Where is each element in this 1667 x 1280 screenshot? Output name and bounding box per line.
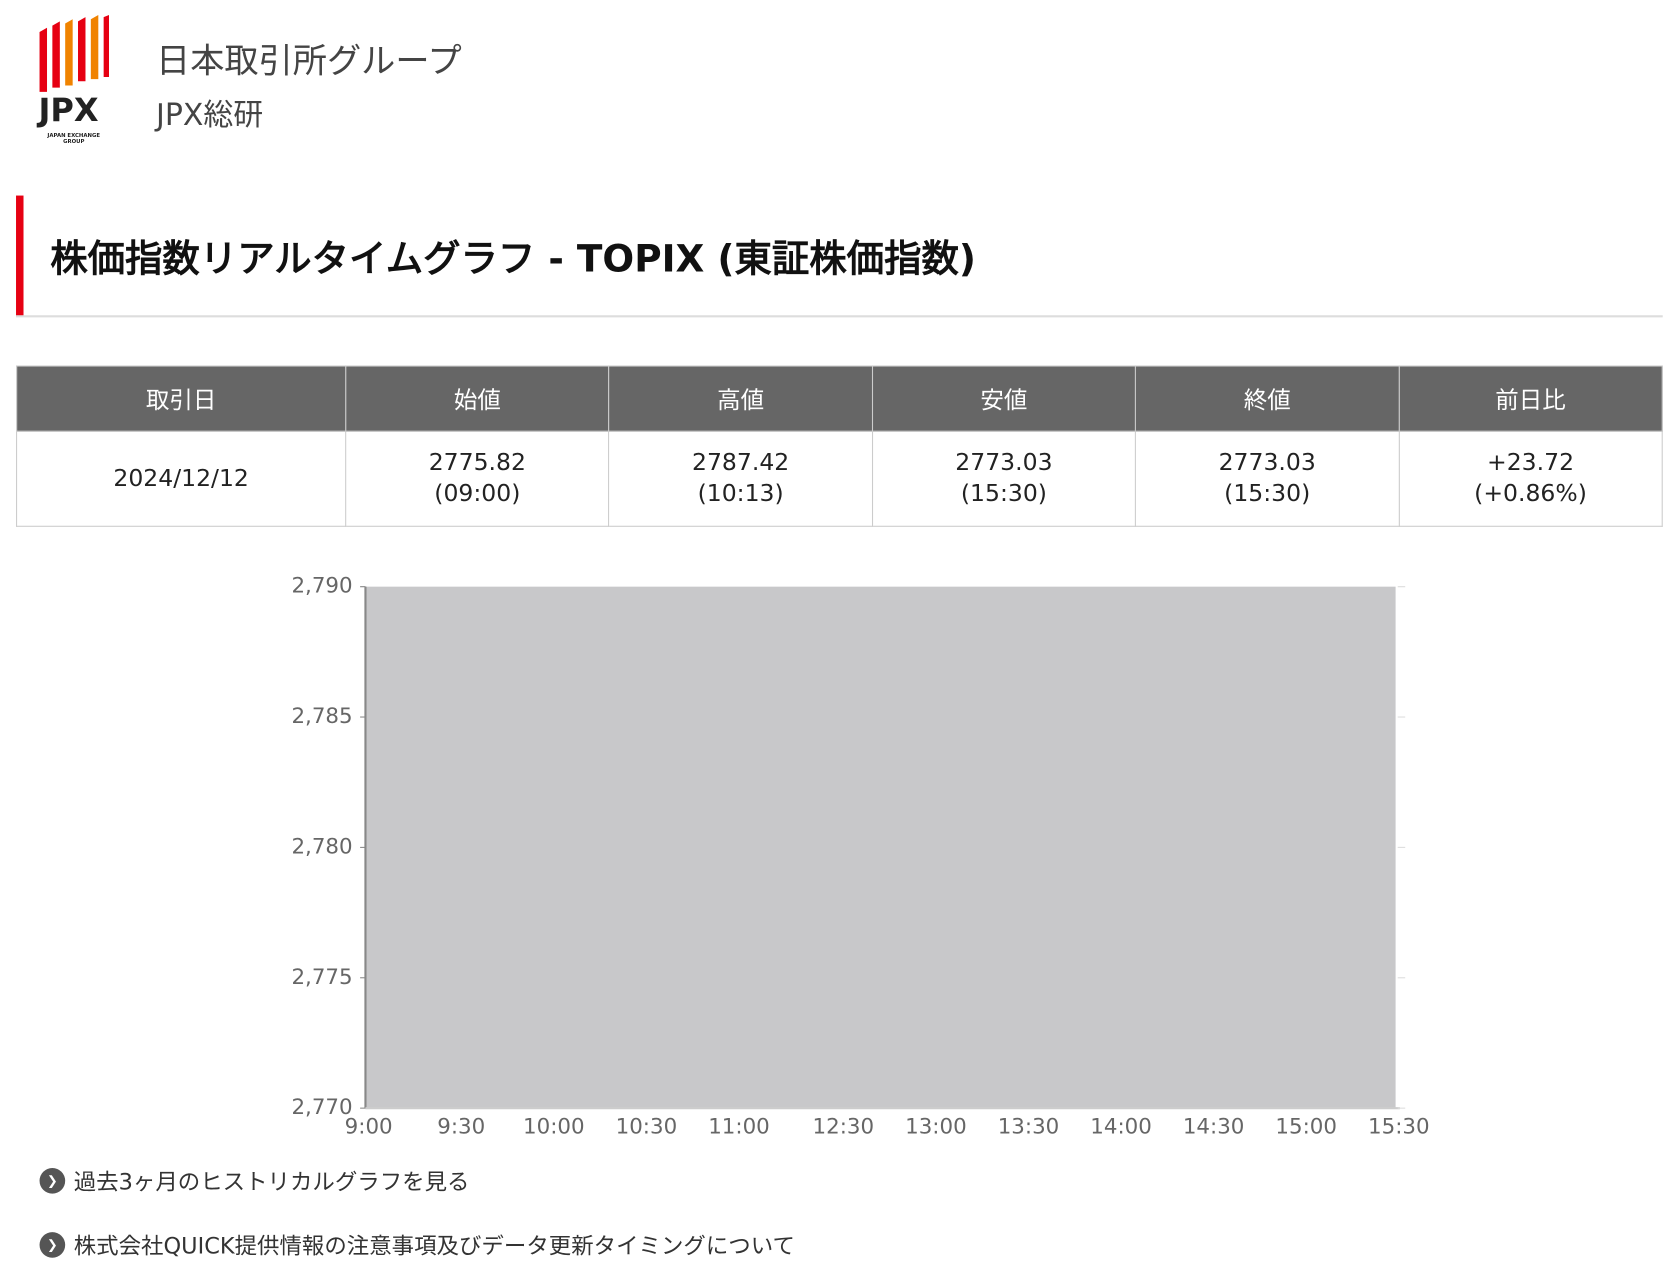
header-cell: 高値 xyxy=(608,365,873,432)
x-tick-label: 13:30 xyxy=(998,1114,1060,1139)
table-cell: 2773.03 (15:30) xyxy=(871,430,1137,527)
x-tick-label: 10:30 xyxy=(616,1114,678,1139)
y-tick-label: 2,775 xyxy=(291,965,352,990)
cell-line: (10:13) xyxy=(697,480,784,508)
cell-line: 2024/12/12 xyxy=(113,465,249,493)
x-tick-label: 13:00 xyxy=(905,1114,967,1139)
x-tick-label: 15:00 xyxy=(1275,1114,1337,1139)
logo-text: JPX xyxy=(38,91,99,130)
cell-line: +23.72 xyxy=(1487,449,1575,477)
cell-line: 2775.82 xyxy=(428,449,526,477)
link[interactable]: ❯ 株式会社QUICK提供情報の注意事項及びデータ更新タイミングについて xyxy=(39,1229,795,1261)
logo-subtext: JAPAN EXCHANGE GROUP xyxy=(47,132,101,146)
y-tick-label: 2,770 xyxy=(291,1095,352,1120)
company-name: 日本取引所グループ xyxy=(156,40,462,82)
link-icon: ❯ xyxy=(39,1232,66,1258)
chart: 2,770 2,775 2,780 2,785 2,790 9:00 9:30 10:00 10… xyxy=(291,574,1430,1140)
cell-line: (15:30) xyxy=(1224,480,1311,508)
table-cell: 2773.03 (15:30) xyxy=(1135,430,1400,527)
header-cell: 前日比 xyxy=(1398,365,1663,432)
x-tick-label: 14:30 xyxy=(1183,1114,1245,1139)
table-cell: 2787.42 (10:13) xyxy=(608,430,873,527)
table-cell: +23.72 (+0.86%) xyxy=(1398,430,1663,527)
x-tick-label: 15:30 xyxy=(1368,1114,1430,1139)
header-cell: 安値 xyxy=(871,365,1137,432)
x-tick-label: 9:00 xyxy=(345,1114,393,1139)
table-cell: 2775.82 (09:00) xyxy=(345,430,610,527)
x-tick-label: 10:00 xyxy=(523,1114,585,1139)
x-tick-label: 12:30 xyxy=(813,1114,875,1139)
table-row: 2024/12/12 2775.82 (09:00) 2787.42 (10:13) 27… xyxy=(16,430,1663,527)
y-tick-label: 2,780 xyxy=(291,834,352,859)
header-cell: 始値 xyxy=(345,365,610,432)
cell-line: (+0.86%) xyxy=(1474,480,1587,508)
price-table: 取引日 始値 高値 安値 終値 前日比 2024/12/12 2775.82 (09:00) 2… xyxy=(16,365,1663,527)
header-cell: 終値 xyxy=(1135,365,1400,432)
cell-line: (09:00) xyxy=(434,480,521,508)
cell-line: 2773.03 xyxy=(1218,449,1316,477)
plot-area xyxy=(365,586,1396,1109)
table-body: 2024/12/12 2775.82 (09:00) 2787.42 (10:13) 27… xyxy=(16,430,1663,527)
y-tick-label: 2,785 xyxy=(291,704,352,729)
table-cell: 2024/12/12 xyxy=(16,430,347,527)
x-tick-label: 11:00 xyxy=(708,1114,770,1139)
division-name: JPX総研 xyxy=(156,97,264,133)
link[interactable]: ❯ 過去3ヶ月のヒストリカルグラフを見る xyxy=(39,1165,470,1197)
link-text[interactable]: 過去3ヶ月のヒストリカルグラフを見る xyxy=(73,1169,470,1195)
cell-line: (15:30) xyxy=(960,480,1047,508)
title-accent xyxy=(16,195,24,317)
cell-line: 2773.03 xyxy=(955,449,1053,477)
header-cell: 取引日 xyxy=(16,365,347,432)
link-icon: ❯ xyxy=(39,1167,66,1194)
page-title: 株価指数リアルタイムグラフ - TOPIX (東証株価指数) xyxy=(50,238,976,282)
logo-mark xyxy=(39,14,109,92)
cell-line: 2787.42 xyxy=(692,449,790,477)
header-row: 取引日 始値 高値 安値 終値 前日比 xyxy=(16,365,1663,432)
link-text[interactable]: 株式会社QUICK提供情報の注意事項及びデータ更新タイミングについて xyxy=(73,1233,795,1259)
title-rule xyxy=(16,315,1663,318)
x-tick-label: 14:00 xyxy=(1090,1114,1152,1139)
y-tick-label: 2,790 xyxy=(291,574,352,599)
x-tick-label: 9:30 xyxy=(437,1114,485,1139)
